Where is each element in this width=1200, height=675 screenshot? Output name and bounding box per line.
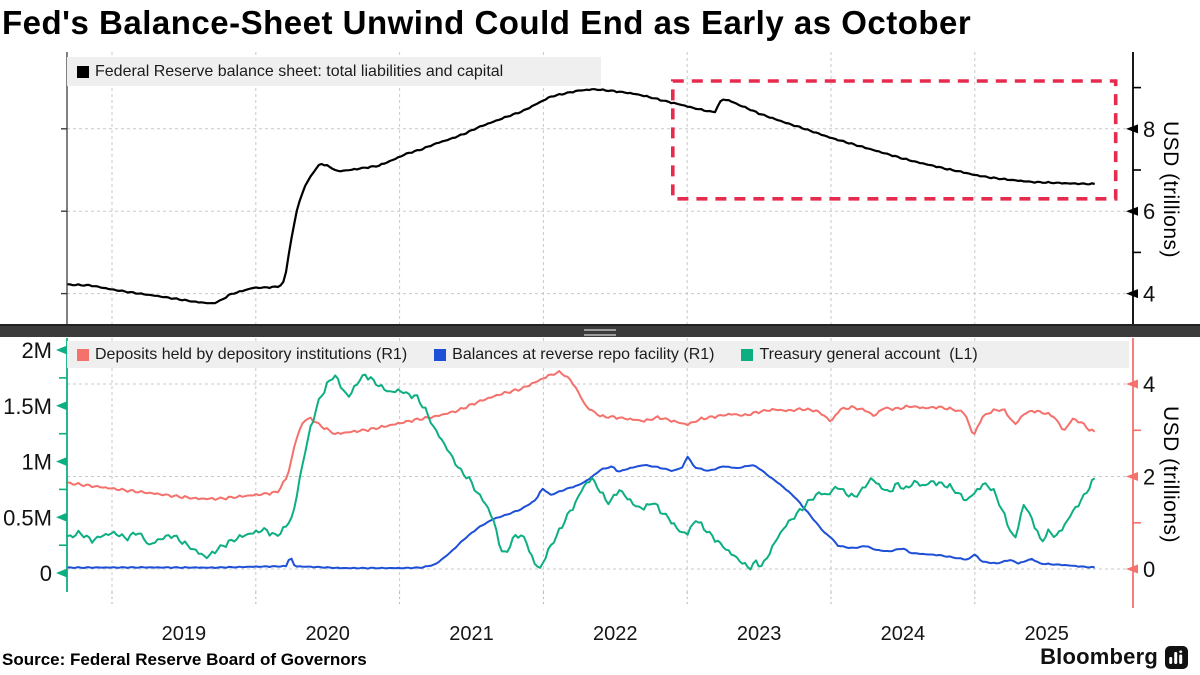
gridlines — [67, 52, 1133, 607]
y-tick-label: 8 — [1143, 117, 1155, 142]
legend-item[interactable]: Deposits held by depository institutions… — [77, 346, 407, 364]
x-tick-label: 2024 — [881, 623, 926, 645]
bar-chart-icon — [1165, 645, 1188, 669]
y-tick-label: 0 — [40, 561, 52, 586]
panel-divider[interactable] — [0, 324, 1200, 337]
top-panel-legend: Federal Reserve balance sheet: total lia… — [67, 57, 601, 86]
series-line-fed-balance-sheet — [67, 88, 1095, 305]
y-tick-label: 2 — [1143, 465, 1155, 490]
axis-tick-arrow — [1126, 124, 1138, 134]
legend-marker — [741, 348, 754, 361]
chart-title: Fed's Balance-Sheet Unwind Could End as … — [2, 4, 972, 41]
axis-tick-arrow — [1126, 379, 1138, 389]
x-tick-label: 2020 — [305, 623, 350, 645]
y-tick-label: 0.5M — [3, 505, 52, 530]
bloomberg-logo: Bloomberg — [1040, 644, 1188, 670]
x-axis-labels: 2019 2020 2021 2022 2023 2024 2025 — [162, 623, 1069, 645]
legend-marker — [77, 65, 89, 78]
y-tick-label: 2M — [21, 338, 52, 363]
legend-label: Deposits held by depository institutions… — [95, 345, 408, 363]
axis-tick-arrow — [1126, 564, 1138, 574]
legend-label: Balances at reverse repo facility (R1) — [452, 345, 715, 363]
y-tick-label: 4 — [1143, 372, 1155, 397]
y-tick-label: 4 — [1143, 282, 1155, 307]
axis-tick-arrow — [1126, 206, 1138, 216]
axis-tick-arrow — [56, 345, 67, 355]
x-tick-label: 2022 — [593, 623, 638, 645]
bottom-panel-legend: Deposits held by depository institutions… — [67, 341, 1129, 368]
legend-marker — [77, 348, 89, 361]
axis-tick-arrow — [1126, 289, 1138, 299]
axis-tick-arrow — [56, 512, 67, 522]
legend-item[interactable]: Treasury general account (L1) — [741, 345, 978, 364]
legend-item[interactable]: Federal Reserve balance sheet: total lia… — [77, 63, 503, 81]
highlight-box — [670, 79, 1118, 201]
legend-item[interactable]: Balances at reverse repo facility (R1) — [434, 346, 714, 364]
y-tick-label: 1M — [21, 450, 52, 475]
bloomberg-wordmark: Bloomberg — [1040, 644, 1158, 669]
divider-grip-icon[interactable] — [584, 329, 616, 336]
bottom-right-axis-title: USD (trillions) — [1159, 406, 1182, 544]
top-right-axis-title: USD (trillions) — [1159, 121, 1182, 259]
top-left-border — [61, 52, 68, 325]
legend-label: Treasury general account (L1) — [759, 345, 978, 363]
x-tick-label: 2021 — [449, 623, 494, 645]
x-tick-label: 2025 — [1024, 623, 1069, 645]
series-line-treasury-general-account — [67, 373, 1096, 571]
axis-tick-arrow — [1126, 472, 1138, 482]
series-line-deposits-depository-institutions — [67, 370, 1096, 501]
axis-tick-arrow — [56, 457, 67, 467]
left-axis: 0 0.5M 1M 1.5M 2M — [3, 338, 68, 592]
y-tick-label: 0 — [1143, 557, 1155, 582]
x-tick-label: 2023 — [737, 623, 782, 645]
axis-tick-arrow — [56, 401, 67, 411]
right-axis: 0 2 4 — [1126, 338, 1155, 608]
legend-label: Federal Reserve balance sheet: total lia… — [95, 62, 504, 80]
legend-marker — [434, 348, 447, 361]
source-note: Source: Federal Reserve Board of Governo… — [2, 650, 367, 669]
series-line-reverse-repo-balances — [67, 455, 1095, 570]
y-tick-label: 6 — [1143, 199, 1155, 224]
x-tick-label: 2019 — [162, 623, 207, 645]
right-axis: 4 6 8 — [1126, 52, 1155, 325]
axis-tick-arrow — [56, 568, 67, 578]
y-tick-label: 1.5M — [3, 394, 52, 419]
